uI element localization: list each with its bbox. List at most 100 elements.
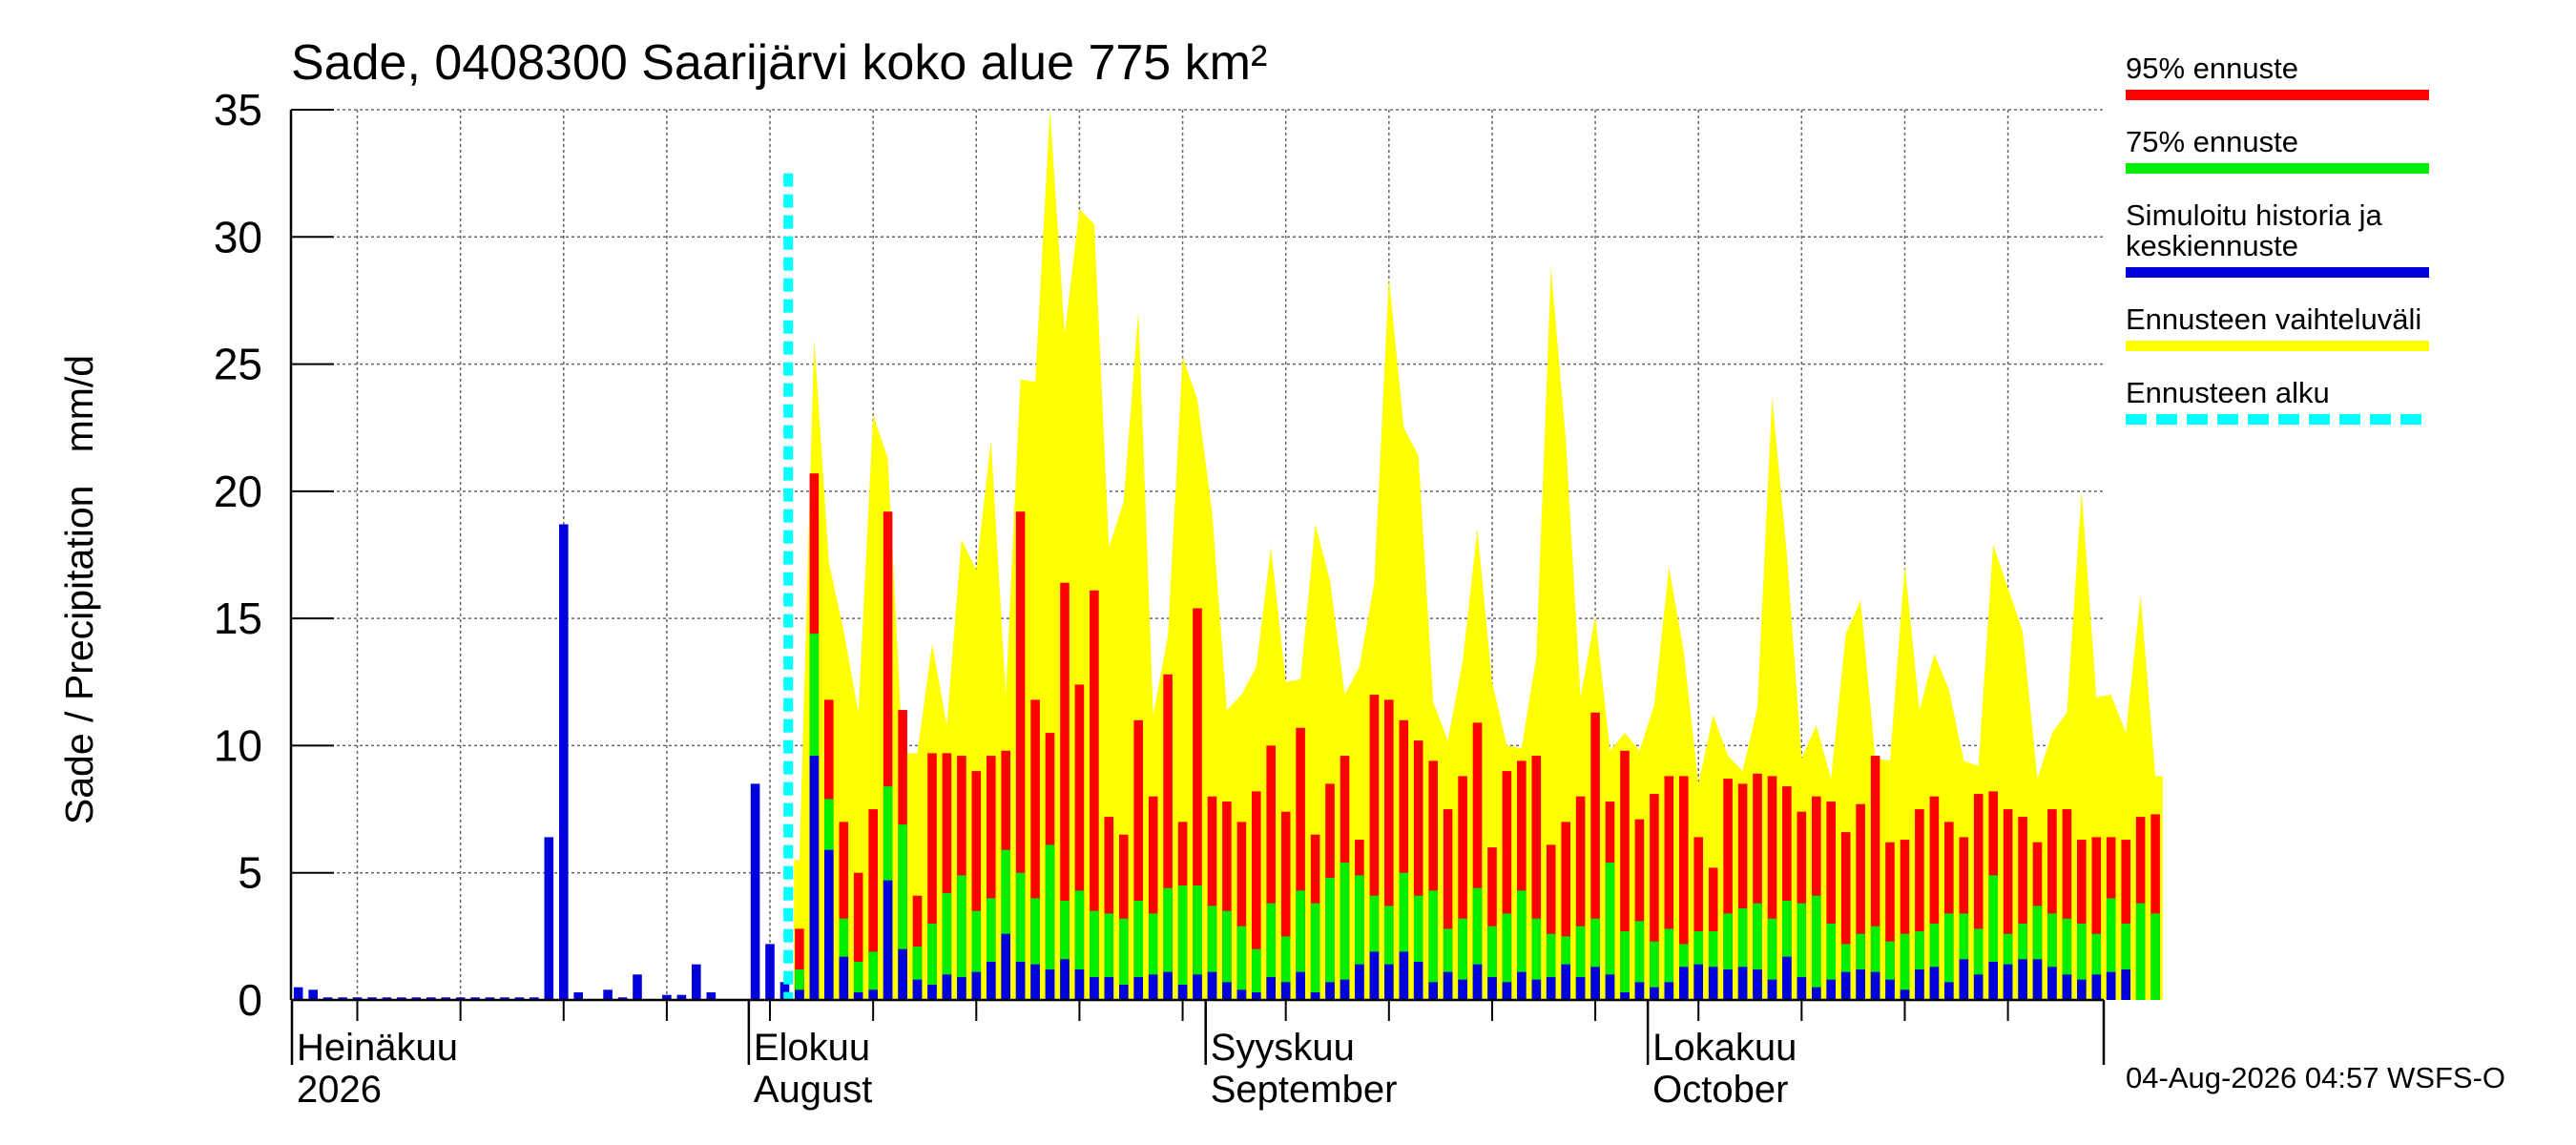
bar-median (2091, 974, 2102, 1000)
bar-p75 (1944, 913, 1954, 1000)
history-bar (293, 987, 303, 1000)
bar-p95 (2003, 809, 2013, 1000)
bar-p95 (1915, 809, 1924, 1000)
month-label-fi: Syyskuu (1211, 1027, 1355, 1069)
bar-median (1104, 977, 1114, 1000)
y-tick-label: 20 (214, 467, 262, 516)
bar-p95 (1074, 684, 1085, 1000)
bar-p75 (1458, 918, 1467, 1000)
bar-p95 (1428, 760, 1438, 1000)
history-bar (411, 997, 422, 1000)
legend-label: Ennusteen vaihteluväli (2126, 302, 2422, 336)
bar-p95 (1502, 771, 1512, 1000)
bar-p75 (1988, 875, 1998, 1000)
history-bar (750, 783, 760, 1000)
bar-p95 (1546, 844, 1556, 1000)
bar-p75 (2121, 924, 2130, 1000)
bar-p95 (1458, 776, 1467, 1000)
bar-p95 (1929, 796, 1940, 1000)
bar-p95 (1280, 811, 1291, 1000)
bar-p75 (1723, 913, 1733, 1000)
bar-p75 (1443, 928, 1453, 1000)
bar-median (1252, 992, 1261, 1000)
bar-p75 (1236, 926, 1247, 1000)
bar-median (898, 948, 907, 1000)
bar-median (1973, 974, 1984, 1000)
bar-p75 (1384, 906, 1394, 1000)
bar-p75 (1074, 890, 1085, 1000)
y-tick-label: 5 (238, 848, 262, 898)
legend-label: Ennusteen alku (2126, 376, 2330, 409)
bar-p75 (868, 951, 878, 1000)
bar-p75 (853, 962, 863, 1000)
bar-median (1148, 974, 1158, 1000)
bar-p75 (2047, 913, 2057, 1000)
legend-swatch (2126, 414, 2429, 425)
bar-median (1767, 979, 1777, 1000)
bar-median (1679, 967, 1689, 1000)
bar-median (1856, 969, 1865, 1000)
bar-median (1590, 967, 1600, 1000)
bar-median (1753, 969, 1762, 1000)
bar-p95 (2091, 837, 2102, 1000)
bar-p75 (1502, 913, 1512, 1000)
history-bar (441, 997, 450, 1000)
bar-median (1605, 974, 1615, 1000)
bar-median (1620, 992, 1630, 1000)
bar-p95 (1973, 794, 1984, 1000)
bar-median (1840, 971, 1851, 1000)
bar-median (1133, 977, 1143, 1000)
bar-median (1988, 962, 1998, 1000)
month-label-fi: Lokakuu (1652, 1027, 1797, 1069)
bar-p95 (1015, 511, 1026, 1000)
bar-p95 (1561, 822, 1570, 1000)
bar-p75 (1753, 903, 1762, 1000)
bar-median (2077, 979, 2087, 1000)
bar-p95 (1090, 590, 1099, 1000)
y-tick-label: 25 (214, 340, 262, 389)
bar-p75 (1767, 918, 1777, 1000)
bar-p95 (1193, 608, 1202, 1000)
bar-p75 (1517, 890, 1527, 1000)
bar-p95 (883, 511, 893, 1000)
bar-p75 (1119, 918, 1129, 1000)
bar-p75 (1030, 898, 1040, 1000)
bar-p95 (2062, 809, 2072, 1000)
bar-p75 (957, 875, 966, 1000)
legend-item: 75% ennuste (2126, 127, 2450, 174)
bar-median (942, 974, 952, 1000)
bar-median (927, 985, 937, 1000)
bar-median (1900, 989, 1910, 1000)
history-bar (765, 944, 775, 1000)
bar-p75 (971, 910, 982, 1000)
legend-label: Simuloitu historia ja keskiennuste (2126, 198, 2382, 262)
bar-median (1222, 982, 1232, 1000)
history-bar (544, 837, 554, 1000)
legend-swatch (2126, 163, 2429, 174)
bar-p95 (1163, 674, 1173, 1000)
bar-median (868, 989, 878, 1000)
bar-median (1340, 979, 1350, 1000)
history-bar (397, 997, 406, 1000)
bar-p75 (2062, 918, 2072, 1000)
bar-p95 (1148, 796, 1158, 1000)
bar-p95 (2047, 809, 2057, 1000)
history-bar (485, 997, 495, 1000)
bar-median (2032, 959, 2043, 1000)
bar-median (1693, 964, 1703, 1000)
bar-p75 (1797, 903, 1807, 1000)
bar-median (1708, 967, 1718, 1000)
bar-median (1458, 979, 1467, 1000)
bar-p95 (2018, 817, 2027, 1000)
y-tick-label: 15 (214, 593, 262, 643)
history-bar (530, 997, 539, 1000)
bar-median (1782, 956, 1792, 1000)
bar-p95 (1531, 756, 1542, 1000)
bar-p75 (927, 924, 937, 1000)
bar-p95 (1575, 796, 1586, 1000)
bar-median (1650, 987, 1659, 1000)
bar-p75 (1885, 941, 1895, 1000)
bar-median (1015, 962, 1026, 1000)
bar-p75 (2150, 913, 2160, 1000)
history-bar (603, 989, 613, 1000)
